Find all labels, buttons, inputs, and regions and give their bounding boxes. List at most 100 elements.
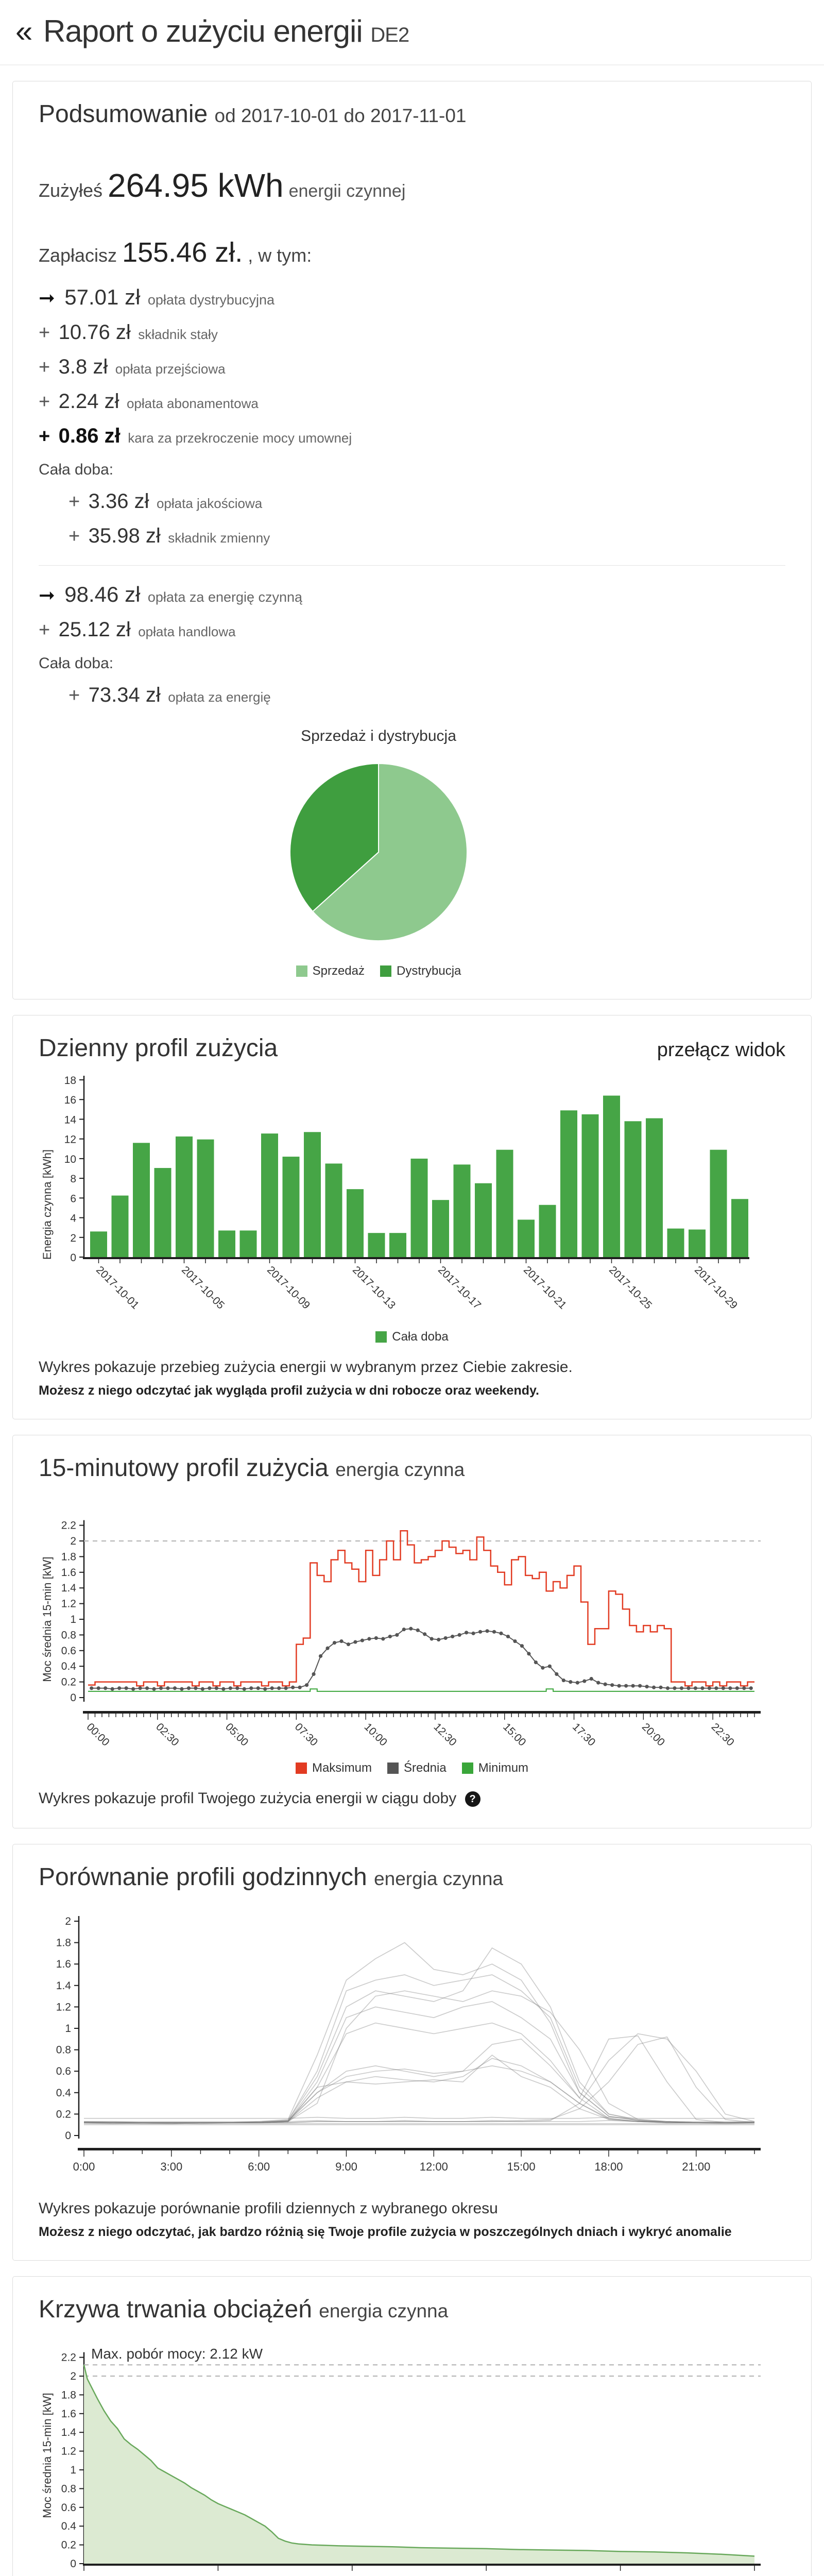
back-icon: « xyxy=(15,14,32,48)
plus-sign: + xyxy=(39,619,50,641)
pie-slice-sprzedaż[interactable] xyxy=(312,762,468,941)
legend-item[interactable]: Maksimum xyxy=(295,1761,372,1775)
compare-chart-svg[interactable]: 0 0.2 0.4 0.6 0.8 1 1.2 1.4 1.6 1.8 2 0:00 3:00 6:00 9… xyxy=(39,1905,791,2183)
summary-card: Podsumowanie od 2017-10-01 do 2017-11-01… xyxy=(12,81,812,999)
svg-text:0: 0 xyxy=(70,1692,76,1704)
bar-day[interactable] xyxy=(154,1168,171,1257)
bar-day[interactable] xyxy=(304,1132,321,1257)
pie-chart-title: Sprzedaż i dystrybucja xyxy=(301,727,456,744)
svg-text:14: 14 xyxy=(64,1114,77,1126)
pie-slice-dystrybucja[interactable] xyxy=(289,762,379,912)
cost-item-penalty: + 0.86 zł kara za przekroczenie mocy umo… xyxy=(39,425,352,447)
bar-day[interactable] xyxy=(261,1133,278,1257)
svg-text:2017-10-17: 2017-10-17 xyxy=(436,1264,483,1311)
bar-day[interactable] xyxy=(218,1230,235,1257)
profile15-note: Wykres pokazuje profil Twojego zużycia e… xyxy=(39,1790,785,1807)
svg-text:2017-10-13: 2017-10-13 xyxy=(350,1264,398,1311)
svg-text:0.4: 0.4 xyxy=(56,2087,72,2099)
legend-item[interactable]: Minimum xyxy=(461,1761,528,1775)
bar-day[interactable] xyxy=(111,1195,129,1257)
legend-item[interactable]: Średnia xyxy=(387,1761,447,1775)
svg-text:0.2: 0.2 xyxy=(56,2108,71,2120)
svg-text:22:30: 22:30 xyxy=(709,1721,736,1748)
svg-text:0.2: 0.2 xyxy=(61,1676,76,1688)
bar-day[interactable] xyxy=(325,1163,342,1257)
legend-swatch xyxy=(296,965,307,977)
help-icon[interactable]: ? xyxy=(465,1791,480,1807)
svg-text:16: 16 xyxy=(64,1094,76,1106)
toggle-view-link[interactable]: przełącz widok xyxy=(657,1039,785,1061)
day-profile-line xyxy=(84,2058,754,2123)
bar-day[interactable] xyxy=(453,1164,471,1257)
svg-text:10:00: 10:00 xyxy=(362,1721,389,1748)
bar-day[interactable] xyxy=(731,1199,748,1257)
profile15-chart-svg[interactable]: 0 0.2 0.4 0.6 0.8 1 1.2 1.4 1.6 1.8 2 2.2 00:00 02:30… xyxy=(39,1496,791,1753)
profile15-chart: 0 0.2 0.4 0.6 0.8 1 1.2 1.4 1.6 1.8 2 2.2 00:00 02:30… xyxy=(39,1496,785,1775)
day-profile-line xyxy=(84,1974,754,2124)
legend-swatch xyxy=(387,1762,399,1774)
bar-day[interactable] xyxy=(496,1149,513,1257)
bar-day[interactable] xyxy=(282,1157,300,1257)
duration-subtitle: energia czynna xyxy=(319,2300,449,2321)
bar-day[interactable] xyxy=(624,1121,642,1257)
cost-item: + 3.36 zł opłata jakościowa xyxy=(68,490,263,513)
legend-item[interactable]: Cała doba xyxy=(375,1330,449,1344)
day-profile-line xyxy=(84,2035,754,2123)
pie-chart-block: Sprzedaż i dystrybucja Sprzedaż Dystrybuc… xyxy=(255,727,502,978)
pie-chart-svg[interactable] xyxy=(255,750,502,956)
report-header: « Raport o zużyciu energii DE2 xyxy=(0,0,824,49)
back-link[interactable]: « xyxy=(15,14,32,48)
bar-day[interactable] xyxy=(539,1205,556,1257)
svg-text:1: 1 xyxy=(65,2023,71,2035)
svg-text:18:00: 18:00 xyxy=(594,2160,623,2173)
svg-text:15:00: 15:00 xyxy=(501,1721,528,1748)
bar-day[interactable] xyxy=(368,1233,385,1257)
bar-day[interactable] xyxy=(197,1139,214,1257)
cala-doba-label: Cała doba: xyxy=(39,655,114,672)
svg-text:10: 10 xyxy=(64,1154,76,1165)
plus-sign: + xyxy=(39,426,50,447)
page-title: « Raport o zużyciu energii DE2 xyxy=(15,13,809,49)
day-profile-line xyxy=(84,2022,754,2124)
legend-item[interactable]: Dystrybucja xyxy=(380,964,461,978)
svg-text:05:00: 05:00 xyxy=(223,1721,250,1748)
bar-day[interactable] xyxy=(475,1183,492,1257)
plus-sign: + xyxy=(39,357,50,378)
daily-bar-chart: 0 2 4 6 8 10 12 14 16 18 2017-10-01 2017-10-05 2017-… xyxy=(39,1075,785,1344)
bar-day[interactable] xyxy=(518,1219,535,1257)
bar-day[interactable] xyxy=(176,1136,193,1257)
bar-day[interactable] xyxy=(432,1200,449,1257)
bar-day[interactable] xyxy=(560,1110,577,1257)
svg-text:6:00: 6:00 xyxy=(248,2160,270,2173)
svg-text:0: 0 xyxy=(70,1252,76,1264)
svg-text:02:30: 02:30 xyxy=(153,1721,181,1748)
duration-chart-svg[interactable]: 0 0.2 0.4 0.6 0.8 1 1.2 1.4 1.6 1.8 2 2.2 Max. pobór… xyxy=(39,2337,791,2576)
svg-text:2: 2 xyxy=(70,1232,76,1244)
day-profile-line xyxy=(83,2001,755,2124)
compare-chart: 0 0.2 0.4 0.6 0.8 1 1.2 1.4 1.6 1.8 2 0:00 3:00 6:00 9… xyxy=(39,1905,785,2185)
svg-text:0.6: 0.6 xyxy=(61,1645,76,1657)
bar-day[interactable] xyxy=(581,1114,599,1257)
bar-day[interactable] xyxy=(710,1149,727,1257)
page-title-text: Raport o zużyciu energii xyxy=(43,14,363,48)
bar-day[interactable] xyxy=(347,1189,364,1257)
svg-text:12:00: 12:00 xyxy=(420,2160,448,2173)
svg-text:1: 1 xyxy=(70,1614,76,1625)
svg-text:1.2: 1.2 xyxy=(56,2001,71,2013)
bar-day[interactable] xyxy=(646,1118,663,1257)
svg-text:0: 0 xyxy=(65,2130,71,2142)
legend-label: Cała doba xyxy=(392,1330,449,1344)
bar-day[interactable] xyxy=(239,1230,257,1257)
bar-day[interactable] xyxy=(689,1229,706,1257)
daily-bar-chart-svg[interactable]: 0 2 4 6 8 10 12 14 16 18 2017-10-01 2017-10-05 2017-… xyxy=(39,1075,791,1322)
bar-day[interactable] xyxy=(133,1143,150,1257)
series-maksimum xyxy=(88,1530,754,1687)
svg-text:12: 12 xyxy=(64,1134,76,1146)
bar-day[interactable] xyxy=(667,1228,684,1257)
bar-day[interactable] xyxy=(90,1231,107,1257)
bar-day[interactable] xyxy=(389,1233,406,1257)
legend-item[interactable]: Sprzedaż xyxy=(296,964,365,978)
svg-text:1.6: 1.6 xyxy=(56,1958,71,1970)
bar-day[interactable] xyxy=(410,1158,428,1257)
bar-day[interactable] xyxy=(603,1095,620,1257)
